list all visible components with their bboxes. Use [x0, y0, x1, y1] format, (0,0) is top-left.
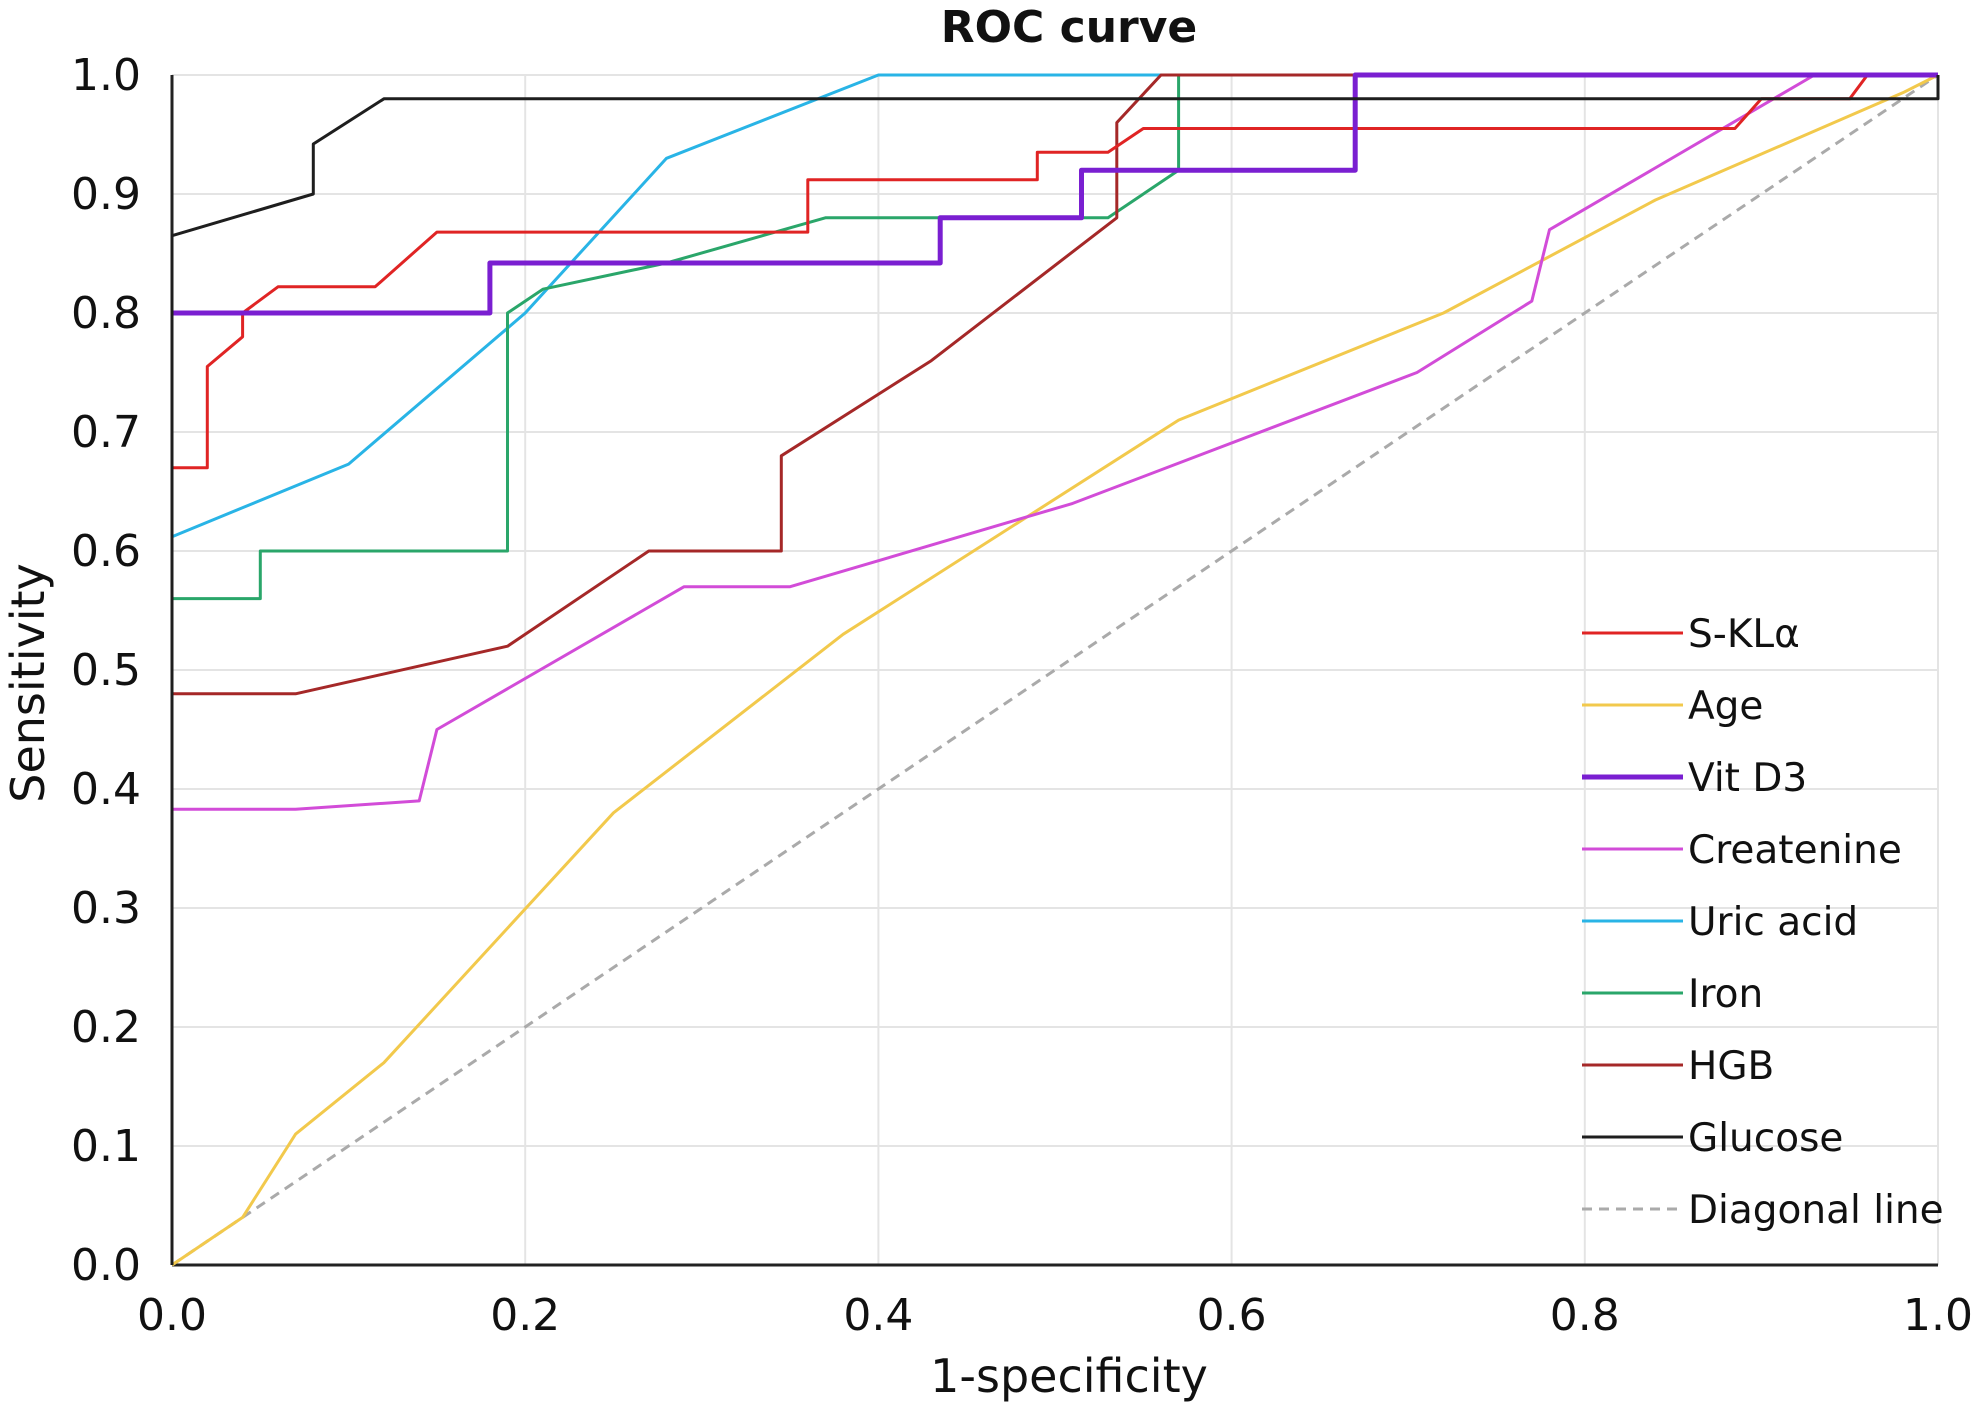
- x-tick-label: 0.8: [1550, 1290, 1620, 1341]
- series-line-glucose: [170, 75, 1940, 1265]
- x-tick-labels: 0.0 0.2 0.4 0.6 0.8 1.0: [137, 1290, 1973, 1341]
- y-tick-label: 1.0: [71, 50, 141, 101]
- legend-label-s-kl: S-KLα: [1688, 612, 1800, 657]
- y-tick-label: 0.1: [71, 1121, 141, 1172]
- y-tick-label: 0.5: [71, 645, 141, 696]
- y-tick-label: 0.3: [71, 883, 141, 934]
- x-axis-title: 1-specificity: [930, 1349, 1208, 1403]
- y-tick-labels: 0.0 0.1 0.2 0.3 0.4 0.5 0.6 0.7 0.8 0.9 1.0: [71, 50, 141, 1291]
- y-tick-label: 0.6: [71, 526, 141, 577]
- series-line-hgb: [172, 73, 1938, 696]
- x-tick-label: 0.2: [490, 1290, 560, 1341]
- y-tick-label: 0.4: [71, 764, 141, 815]
- series-line-iron: [172, 73, 1938, 601]
- legend-label-glucose: Glucose: [1688, 1116, 1843, 1161]
- x-tick-label: 0.4: [843, 1290, 913, 1341]
- chart-title: ROC curve: [941, 2, 1198, 53]
- legend-label-createnine: Createnine: [1688, 828, 1902, 873]
- series-line-diagonal-line: [171, 73, 1939, 1267]
- series-line-age: [171, 73, 1939, 1267]
- series-line-vit-d3: [172, 72, 1938, 316]
- legend-label-hgb: HGB: [1688, 1044, 1774, 1089]
- legend-label-diagonal-line: Diagonal line: [1688, 1188, 1944, 1233]
- x-tick-label: 0.0: [137, 1290, 207, 1341]
- x-tick-label: 1.0: [1903, 1290, 1973, 1341]
- y-tick-label: 0.9: [71, 169, 141, 220]
- series-line-s-kl: [172, 73, 1938, 470]
- legend: S-KLα Age Vit D3 Createnine Uric acid Iron HGB…: [1582, 612, 1944, 1233]
- y-tick-label: 0.7: [71, 407, 141, 458]
- legend-label-vit-d3: Vit D3: [1688, 756, 1807, 801]
- y-tick-label: 0.0: [71, 1240, 141, 1291]
- legend-label-iron: Iron: [1688, 972, 1763, 1017]
- y-tick-label: 0.2: [71, 1002, 141, 1053]
- series-line-uric-acid: [171, 73, 1938, 539]
- x-tick-label: 0.6: [1197, 1290, 1267, 1341]
- legend-label-age: Age: [1688, 684, 1763, 729]
- series-lines: [170, 72, 1940, 1267]
- series-line-createnine: [172, 73, 1938, 811]
- legend-label-uric-acid: Uric acid: [1688, 900, 1858, 945]
- y-axis-title: Sensitivity: [1, 563, 55, 802]
- y-tick-label: 0.8: [71, 288, 141, 339]
